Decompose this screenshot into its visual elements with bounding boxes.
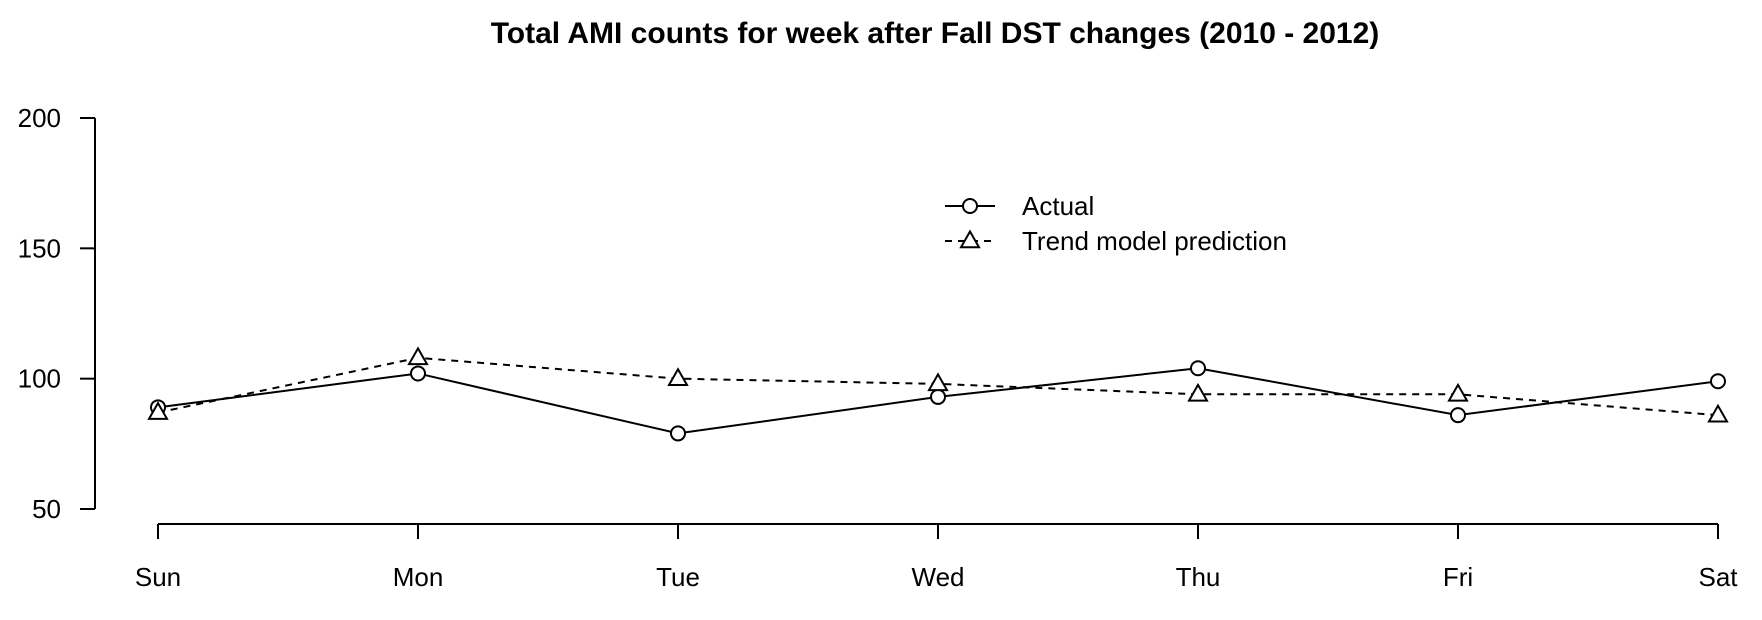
series-triangle [147,346,1729,423]
y-tick-label: 150 [18,233,61,263]
legend-label: Trend model prediction [1022,226,1287,256]
data-point-circle [1710,373,1726,390]
data-point-circle [930,388,946,405]
series-layer [147,346,1729,442]
data-point-triangle [407,346,429,366]
series-circle [150,360,1726,442]
legend: Actual Trend model prediction [945,191,1287,256]
legend-marker-circle [962,198,978,214]
y-axis: 50 100 150 200 [18,103,96,524]
data-point-triangle [147,401,169,420]
y-tick-label: 100 [18,364,61,394]
x-tick-label: Sun [135,562,181,592]
x-tick-label: Fri [1443,562,1473,592]
x-tick-label: Wed [912,562,965,592]
data-point-circle [1190,360,1206,377]
y-tick-label: 200 [18,103,61,133]
chart-title: Total AMI counts for week after Fall DST… [491,17,1380,50]
data-point-triangle [1447,382,1469,402]
legend-label: Actual [1022,191,1094,221]
data-point-triangle [1707,403,1729,423]
y-tick-label: 50 [32,494,61,524]
data-point-circle [670,425,686,442]
legend-marker-triangle [959,229,981,249]
x-tick-label: Sat [1698,562,1738,592]
x-axis: Sun Mon Tue Wed Thu Fri Sat [135,523,1738,592]
x-tick-label: Mon [393,562,444,592]
data-point-triangle [1187,382,1209,402]
data-point-circle [410,365,426,382]
data-point-triangle [927,372,949,392]
x-tick-label: Thu [1176,562,1221,592]
x-tick-label: Tue [656,562,700,592]
data-point-triangle [667,367,689,386]
data-point-circle [1450,407,1466,424]
